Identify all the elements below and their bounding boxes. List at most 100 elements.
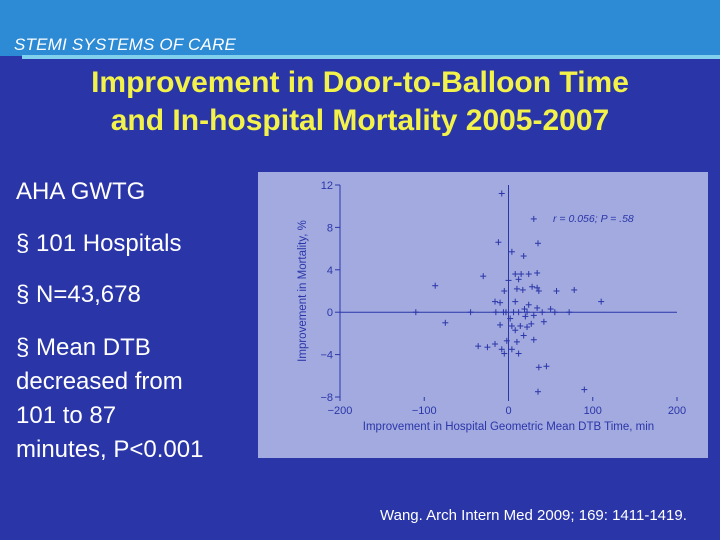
x-tick-label: 200 [668,405,686,417]
data-point [513,338,520,345]
data-point [502,309,509,316]
data-point [535,288,542,294]
data-point [534,304,541,311]
data-point [530,336,537,343]
data-point [515,309,522,316]
x-tick-label: 0 [505,405,511,417]
bullet-line: § Mean DTB [16,331,203,365]
data-point [520,253,527,260]
data-point [492,298,499,305]
data-point [512,298,519,305]
y-tick-label: 0 [327,307,333,319]
y-tick-label: 8 [327,222,333,234]
y-axis-title: Improvement in Mortality, % [297,220,309,362]
data-point [512,327,519,334]
x-tick-label: −200 [328,405,353,417]
data-point [534,284,541,291]
data-point [525,301,532,308]
data-point [515,276,522,283]
bullet-mean-dtb: § Mean DTB decreased from 101 to 87 minu… [16,331,203,467]
data-point [534,240,541,247]
bullet-text: N=43,678 [36,281,141,308]
data-point [530,312,537,319]
data-point [492,341,499,347]
data-point [503,337,510,344]
bullet-line: minutes, P<0.001 [16,436,204,463]
data-point [507,315,514,322]
bullet-text: Mean DTB [36,334,151,361]
data-point [528,320,535,327]
data-point [522,313,529,320]
data-point [467,309,474,316]
data-point [529,283,536,290]
data-point [547,306,554,313]
bullet-text: 101 Hospitals [36,230,182,257]
data-point [498,346,505,353]
data-point [495,239,502,246]
data-point [539,309,546,316]
y-tick-label: −8 [320,392,333,404]
source-citation: Wang. Arch Intern Med 2009; 169: 1411-14… [380,507,687,524]
x-axis-title: Improvement in Hospital Geometric Mean D… [363,421,654,433]
data-point [508,248,515,255]
data-point [497,321,504,328]
x-tick-label: 100 [584,405,602,417]
data-point [475,343,482,350]
bullet-marker-icon: § [16,334,30,361]
data-point [519,286,526,293]
bullet-marker-icon: § [16,230,30,257]
data-point [505,277,512,284]
data-point [535,364,542,371]
data-point [442,319,449,326]
data-point [534,269,541,276]
data-point [571,286,578,293]
slide-title-line-2: and In-hospital Mortality 2005-2007 [110,104,610,137]
data-point [480,273,487,280]
data-point [530,215,537,222]
bullet-hospitals: § 101 Hospitals [16,230,181,258]
slide-title-line-1: Improvement in Door-to-Balloon Time [91,66,629,99]
data-point [525,271,532,278]
data-point [508,322,515,329]
data-point [524,309,531,316]
data-point [501,288,508,294]
correlation-annotation: r = 0.056; P = .58 [553,213,634,225]
data-point [534,388,541,395]
data-point [501,350,508,357]
y-tick-label: 4 [327,265,333,277]
section-label: STEMI SYSTEMS OF CARE [14,35,237,54]
data-point [540,318,547,325]
data-point [598,298,605,305]
header-divider [22,55,720,59]
data-point [520,332,527,339]
data-point [517,322,524,329]
data-point [521,306,528,313]
data-point [497,299,504,306]
data-point [512,271,519,278]
data-point [524,324,531,331]
study-heading: AHA GWTG [16,178,146,205]
data-point [581,386,588,393]
scatter-chart: −8 −4 0 4 8 12 −200 −100 0 100 200 Improvement in H… [258,172,708,458]
data-point [508,346,515,353]
data-point [432,282,439,289]
data-point [492,309,499,316]
bullet-line: decreased from [16,368,183,395]
header-bar [0,0,720,56]
scatter-chart-svg: −8 −4 0 4 8 12 −200 −100 0 100 200 Improvement in H… [297,180,686,433]
data-point [513,285,520,292]
y-tick-label: 12 [321,180,333,192]
data-point [566,309,573,316]
data-point [553,288,560,294]
data-point [518,271,525,278]
data-point [412,309,419,316]
data-point [510,309,517,316]
x-tick-label: −100 [412,405,437,417]
data-point [498,190,505,197]
bullet-marker-icon: § [16,281,30,308]
y-tick-label: −4 [320,350,333,362]
data-point [484,344,491,351]
data-point [543,363,550,370]
data-point [515,350,522,357]
data-point [551,309,558,316]
